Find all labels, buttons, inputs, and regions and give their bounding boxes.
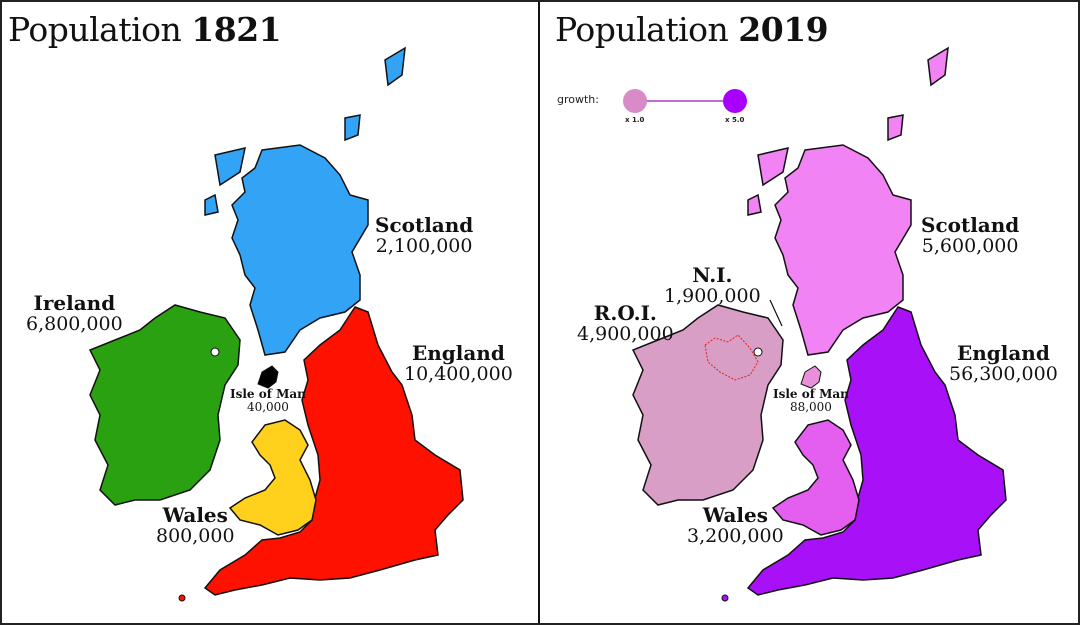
title-2019: Population 2019 xyxy=(555,10,829,49)
lough-neagh-1821 xyxy=(210,347,220,357)
label-wales-2019: Wales 3,200,000 xyxy=(687,503,784,547)
label-ireland-1821: Ireland 6,800,000 xyxy=(26,291,123,335)
label-england-2019: England 56,300,000 xyxy=(949,341,1058,385)
region-isle-of-man-1821 xyxy=(257,365,279,389)
isles-of-scilly-2019 xyxy=(721,594,729,602)
label-england-1821: England 10,400,000 xyxy=(404,341,513,385)
region-wales-2019 xyxy=(772,419,860,536)
label-isle-of-man-1821: Isle of Man 40,000 xyxy=(230,387,306,414)
label-roi-2019: R.O.I. 4,900,000 xyxy=(577,301,674,345)
legend-dot-min xyxy=(623,89,647,113)
lough-neagh-2019 xyxy=(753,347,763,357)
ni-border xyxy=(704,334,759,381)
panel-2019: Population 2019 growth: x 1.0 x 5.0 Scot… xyxy=(541,0,1080,625)
region-isle-of-man-2019 xyxy=(800,365,822,389)
legend-line xyxy=(637,100,737,102)
map-1821 xyxy=(89,47,464,602)
growth-legend: growth: x 1.0 x 5.0 xyxy=(557,86,757,126)
ni-leader-line xyxy=(769,299,783,327)
region-ireland-1821 xyxy=(89,304,241,506)
region-scotland-2019 xyxy=(747,47,949,356)
label-ni-2019: N.I. 1,900,000 xyxy=(664,263,761,307)
label-wales-1821: Wales 800,000 xyxy=(156,503,235,547)
legend-dot-max xyxy=(723,89,747,113)
label-isle-of-man-2019: Isle of Man 88,000 xyxy=(773,387,849,414)
map-2019 xyxy=(632,47,1007,602)
label-scotland-1821: Scotland 2,100,000 xyxy=(375,213,474,257)
label-scotland-2019: Scotland 5,600,000 xyxy=(921,213,1020,257)
panel-1821: Population 1821 Scotland 2,100,000 Irela… xyxy=(8,0,540,625)
isles-of-scilly-1821 xyxy=(178,594,186,602)
title-1821: Population 1821 xyxy=(8,10,282,49)
region-wales-1821 xyxy=(229,419,317,536)
region-scotland-1821 xyxy=(204,47,406,356)
